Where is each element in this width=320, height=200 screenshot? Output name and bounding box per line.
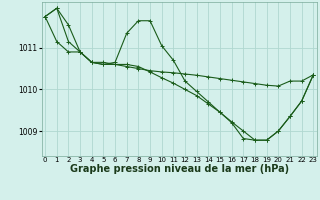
- X-axis label: Graphe pression niveau de la mer (hPa): Graphe pression niveau de la mer (hPa): [70, 164, 289, 174]
